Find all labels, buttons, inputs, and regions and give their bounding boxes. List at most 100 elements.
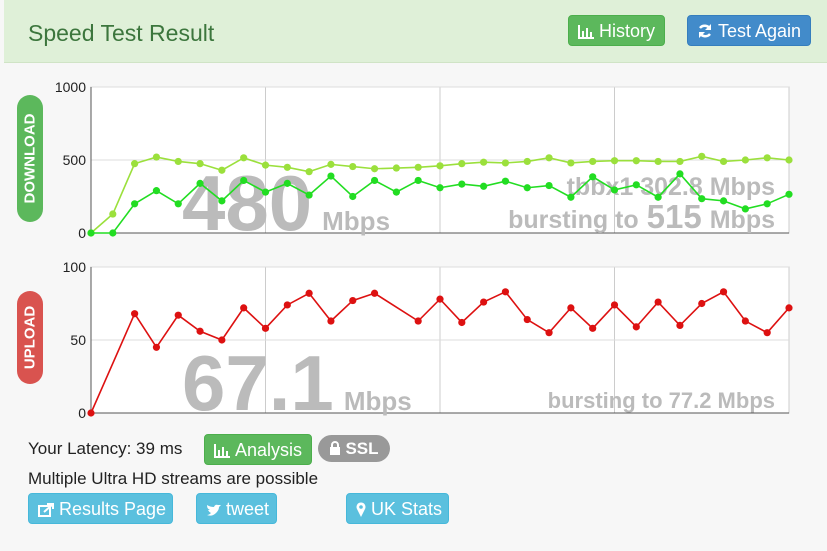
data-point bbox=[676, 157, 684, 166]
burst-text: bursting to 77.2 Mbps bbox=[548, 388, 775, 413]
tweet-button[interactable]: tweet bbox=[196, 493, 277, 524]
data-point bbox=[785, 304, 793, 312]
speed-unit: Mbps bbox=[344, 386, 412, 416]
data-point bbox=[589, 157, 597, 166]
data-point bbox=[610, 301, 619, 309]
result-speed: 480 Mbps bbox=[182, 159, 390, 247]
data-point bbox=[698, 195, 706, 203]
data-point bbox=[567, 159, 575, 167]
speed-value: 67.1 bbox=[182, 339, 334, 427]
data-point bbox=[632, 323, 640, 331]
data-point bbox=[763, 154, 771, 162]
button-label: Results Page bbox=[59, 499, 167, 519]
data-point bbox=[87, 409, 95, 417]
data-point bbox=[131, 310, 139, 318]
data-point bbox=[458, 180, 466, 188]
data-point bbox=[501, 159, 510, 167]
data-point bbox=[305, 289, 313, 297]
data-point bbox=[698, 299, 706, 308]
data-point bbox=[414, 163, 422, 171]
data-point bbox=[719, 197, 728, 205]
data-point bbox=[305, 168, 313, 176]
data-point bbox=[676, 321, 684, 329]
section-pill bbox=[17, 95, 43, 222]
section-pill bbox=[17, 291, 43, 384]
server-speed: tbbx1 302.8 Mbps bbox=[567, 173, 775, 201]
data-point bbox=[87, 229, 95, 237]
data-point bbox=[327, 160, 335, 168]
analysis-button[interactable]: Analysis bbox=[204, 434, 313, 465]
data-point bbox=[785, 156, 793, 164]
data-point bbox=[501, 288, 510, 296]
data-point bbox=[545, 329, 553, 337]
data-point bbox=[196, 327, 204, 335]
speed-unit: Mbps bbox=[322, 206, 390, 236]
y-tick-label: 1000 bbox=[55, 79, 86, 95]
icon bbox=[207, 504, 221, 516]
data-point bbox=[458, 160, 466, 168]
data-point bbox=[763, 329, 771, 337]
data-point bbox=[719, 288, 728, 296]
button-label: Test Again bbox=[718, 21, 802, 41]
data-point bbox=[283, 163, 291, 171]
data-point bbox=[196, 160, 204, 168]
data-point bbox=[567, 193, 575, 201]
data-point bbox=[152, 187, 161, 195]
data-point bbox=[523, 157, 531, 166]
data-point bbox=[109, 229, 117, 237]
button-label: History bbox=[599, 21, 656, 41]
data-point bbox=[741, 205, 749, 213]
data-point bbox=[741, 156, 749, 164]
data-point bbox=[370, 176, 379, 185]
data-point bbox=[174, 311, 182, 319]
data-point bbox=[261, 161, 270, 169]
data-point bbox=[545, 181, 553, 190]
data-point bbox=[654, 157, 662, 166]
burst-speed: bursting to 77.2 Mbps bbox=[548, 388, 775, 413]
data-point bbox=[370, 165, 379, 173]
data-point bbox=[327, 172, 335, 180]
data-point bbox=[261, 324, 270, 332]
uk-stats-button[interactable]: UK Stats bbox=[346, 493, 449, 524]
button-label: tweet bbox=[226, 499, 270, 519]
data-point bbox=[218, 166, 226, 174]
icon bbox=[698, 24, 712, 38]
data-point bbox=[436, 162, 444, 170]
data-point bbox=[567, 304, 575, 312]
data-point bbox=[545, 154, 553, 162]
data-point bbox=[654, 193, 662, 201]
y-tick-label: 500 bbox=[63, 152, 87, 168]
data-point bbox=[632, 157, 640, 165]
data-point bbox=[785, 190, 793, 198]
data-point bbox=[218, 336, 226, 344]
data-point bbox=[392, 164, 400, 172]
data-point bbox=[632, 181, 640, 189]
data-point bbox=[523, 315, 531, 324]
data-point bbox=[152, 343, 161, 351]
data-point bbox=[283, 301, 291, 309]
data-point bbox=[218, 197, 226, 205]
data-point bbox=[414, 317, 422, 325]
data-point bbox=[392, 188, 400, 196]
results-page-button[interactable]: Results Page bbox=[28, 493, 173, 524]
data-point bbox=[240, 176, 248, 185]
latency: Your Latency: 39 ms bbox=[28, 439, 183, 458]
data-point bbox=[349, 192, 357, 201]
data-point bbox=[261, 188, 270, 196]
data-point bbox=[501, 177, 510, 185]
history-button[interactable]: History bbox=[568, 15, 666, 46]
data-point bbox=[283, 179, 291, 187]
data-point bbox=[370, 289, 379, 297]
data-point bbox=[174, 157, 182, 166]
data-point bbox=[109, 210, 117, 218]
data-point bbox=[349, 162, 357, 171]
data-point bbox=[240, 154, 248, 162]
page-title: Speed Test Result bbox=[28, 20, 215, 46]
data-point bbox=[458, 318, 466, 327]
data-point bbox=[480, 158, 488, 166]
data-point bbox=[741, 317, 749, 325]
data-point bbox=[763, 200, 771, 208]
data-point bbox=[610, 186, 619, 194]
test-again-button[interactable]: Test Again bbox=[687, 15, 812, 46]
